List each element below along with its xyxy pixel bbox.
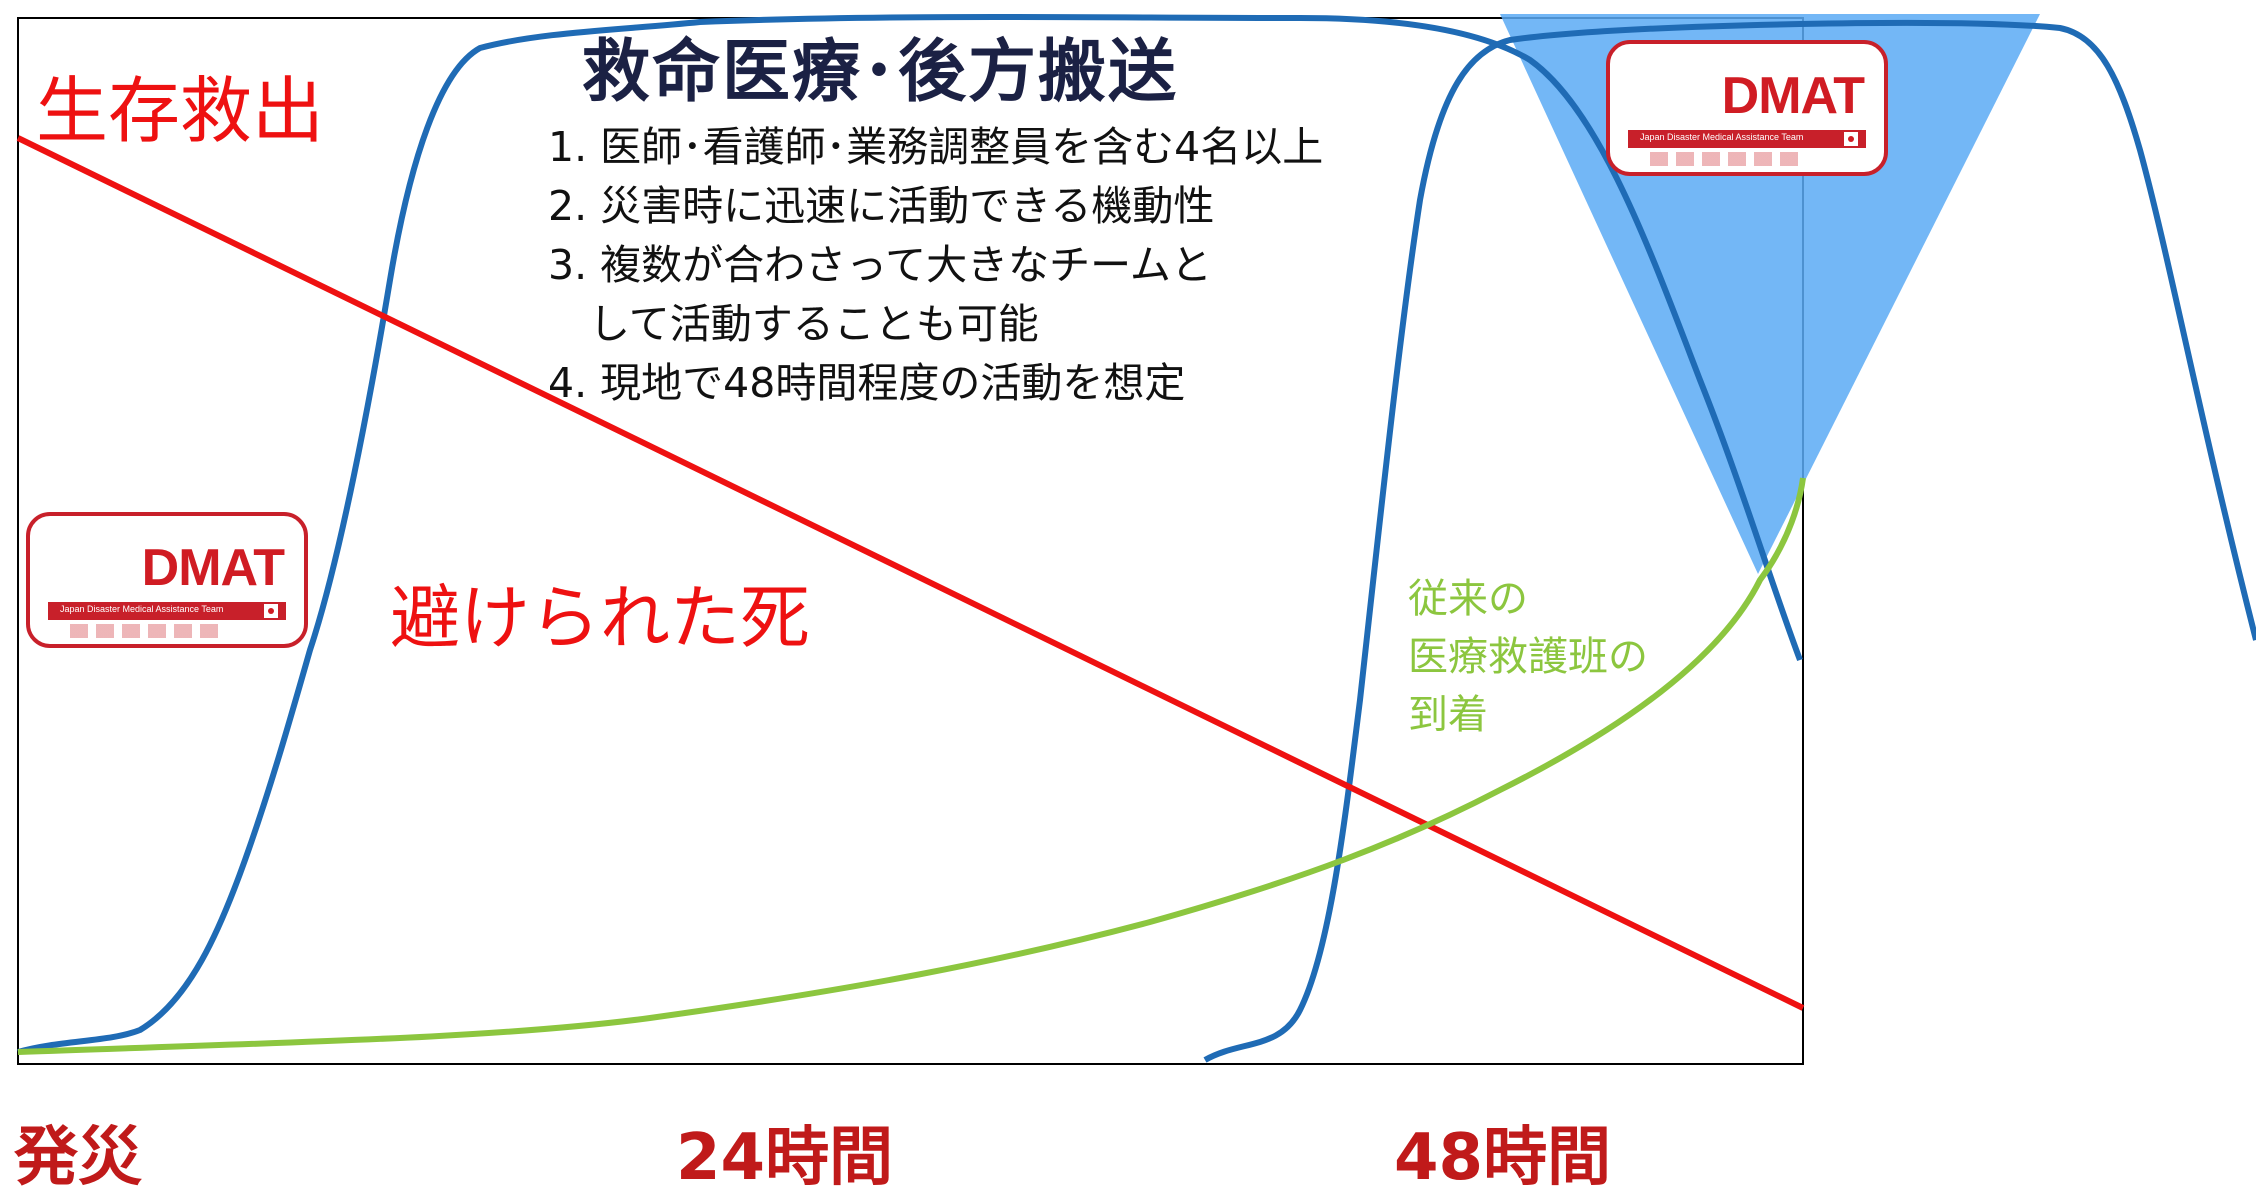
dmat-logo-stripes xyxy=(70,624,220,638)
conventional-team-line: 医療救護班の xyxy=(1408,634,1648,680)
dmat-logo-stripes xyxy=(1650,152,1800,166)
conventional-team-curve xyxy=(17,477,1806,1055)
conventional-team-line: 到着 xyxy=(1408,692,1488,738)
survival-rescue-label: 生存救出 xyxy=(36,69,325,153)
dmat-logo-band xyxy=(1628,130,1866,148)
japan-flag-icon xyxy=(1844,132,1858,146)
dmat-curve-first xyxy=(17,14,1803,1055)
page-title: 救命医療･後方搬送 xyxy=(582,33,1179,112)
x-label-48h: 48時間 xyxy=(1394,1121,1612,1195)
dmat-logo-subtitle: Japan Disaster Medical Assistance Team xyxy=(1640,132,1804,142)
conventional-team-label: 従来の 医療救護班の 到着 xyxy=(1408,570,1648,744)
requirement-item: 4. 現地で48時間程度の活動を想定 xyxy=(548,359,1186,407)
japan-flag-icon xyxy=(264,604,278,618)
dmat-logo: DMAT Japan Disaster Medical Assistance T… xyxy=(26,512,308,648)
requirement-item: 3. 複数が合わさって大きなチームと xyxy=(548,241,1212,289)
x-label-24h: 24時間 xyxy=(676,1121,894,1195)
requirement-item: 2. 災害時に迅速に活動できる機動性 xyxy=(548,182,1215,230)
requirements-list: 1. 医師･看護師･業務調整員を含む4名以上 2. 災害時に迅速に活動できる機動… xyxy=(548,118,1323,413)
dmat-logo: DMAT Japan Disaster Medical Assistance T… xyxy=(1606,40,1888,176)
avoidable-death-label: 避けられた死 xyxy=(390,577,810,659)
x-label-disaster: 発災 xyxy=(14,1121,142,1195)
conventional-team-line: 従来の xyxy=(1408,576,1528,622)
dmat-curve-second xyxy=(1203,19,2256,1063)
requirement-item: して活動することも可能 xyxy=(548,300,1039,348)
requirement-item: 1. 医師･看護師･業務調整員を含む4名以上 xyxy=(548,123,1324,171)
dmat-logo-text: DMAT xyxy=(141,539,285,597)
dmat-logo-text: DMAT xyxy=(1721,67,1865,125)
dmat-logo-band xyxy=(48,602,286,620)
dmat-logo-subtitle: Japan Disaster Medical Assistance Team xyxy=(60,604,224,614)
survival-rescue-line xyxy=(16,135,1805,1011)
